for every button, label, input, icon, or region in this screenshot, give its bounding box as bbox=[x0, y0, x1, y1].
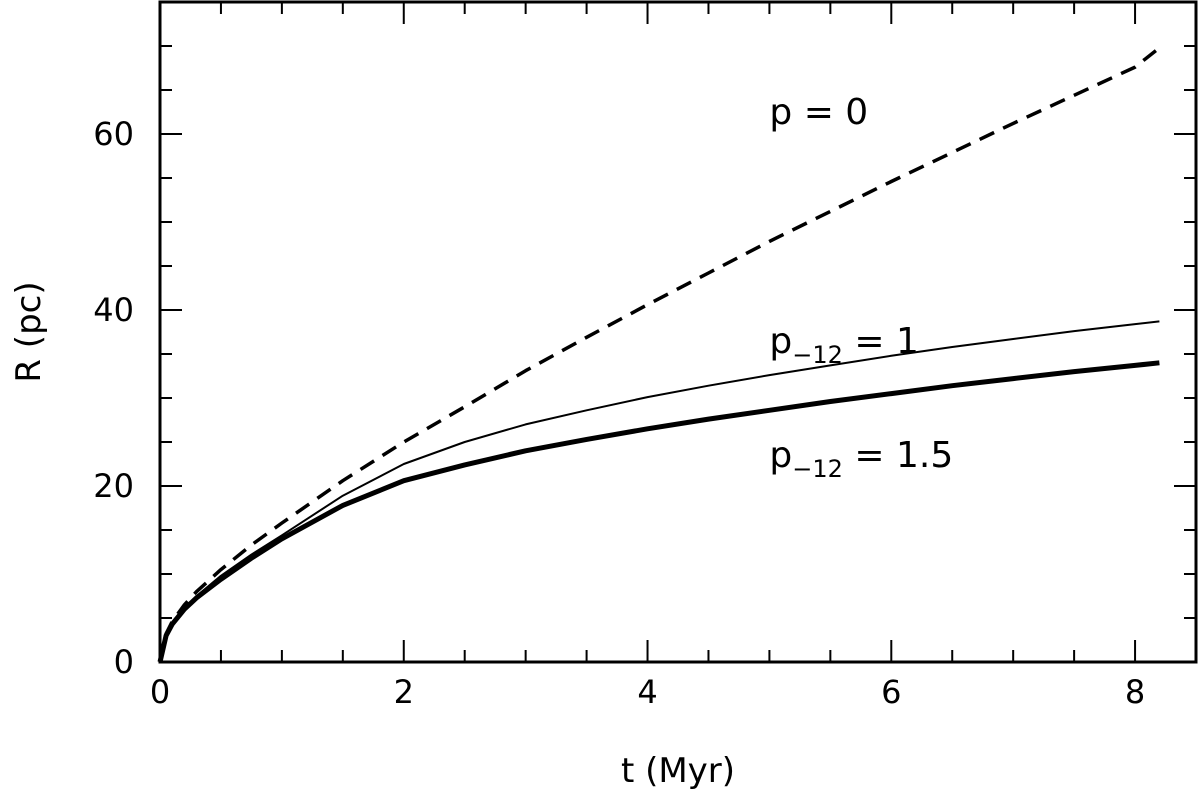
series-line-1 bbox=[158, 46, 1161, 663]
y-tick-label: 20 bbox=[93, 467, 134, 505]
x-tick-label: 6 bbox=[881, 673, 901, 711]
x-tick-label: 0 bbox=[150, 673, 170, 711]
y-tick-label: 60 bbox=[93, 115, 134, 153]
x-tick-label: 8 bbox=[1125, 673, 1145, 711]
y-tick-label: 0 bbox=[114, 643, 134, 681]
y-axis-title: R (pc) bbox=[9, 281, 49, 382]
x-tick-label: 4 bbox=[637, 673, 657, 711]
axis-ticks bbox=[159, 1, 1197, 663]
curve-label-1: p = 0 bbox=[769, 92, 868, 133]
series-line-2 bbox=[159, 320, 1160, 663]
annotations: p = 0 p−12 = 1 p−12 = 1.5 bbox=[769, 92, 953, 483]
tick-labels: 0 2 4 6 8 0 20 40 60 bbox=[93, 115, 1145, 711]
x-axis-title: t (Myr) bbox=[621, 751, 735, 791]
y-tick-label: 40 bbox=[93, 291, 134, 329]
plot-frame bbox=[158, 0, 1198, 664]
series-line-3 bbox=[157, 360, 1160, 663]
series-group bbox=[157, 46, 1161, 663]
curve-label-2: p−12 = 1 bbox=[769, 321, 918, 369]
x-tick-label: 2 bbox=[394, 673, 414, 711]
curve-label-3: p−12 = 1.5 bbox=[769, 435, 953, 483]
